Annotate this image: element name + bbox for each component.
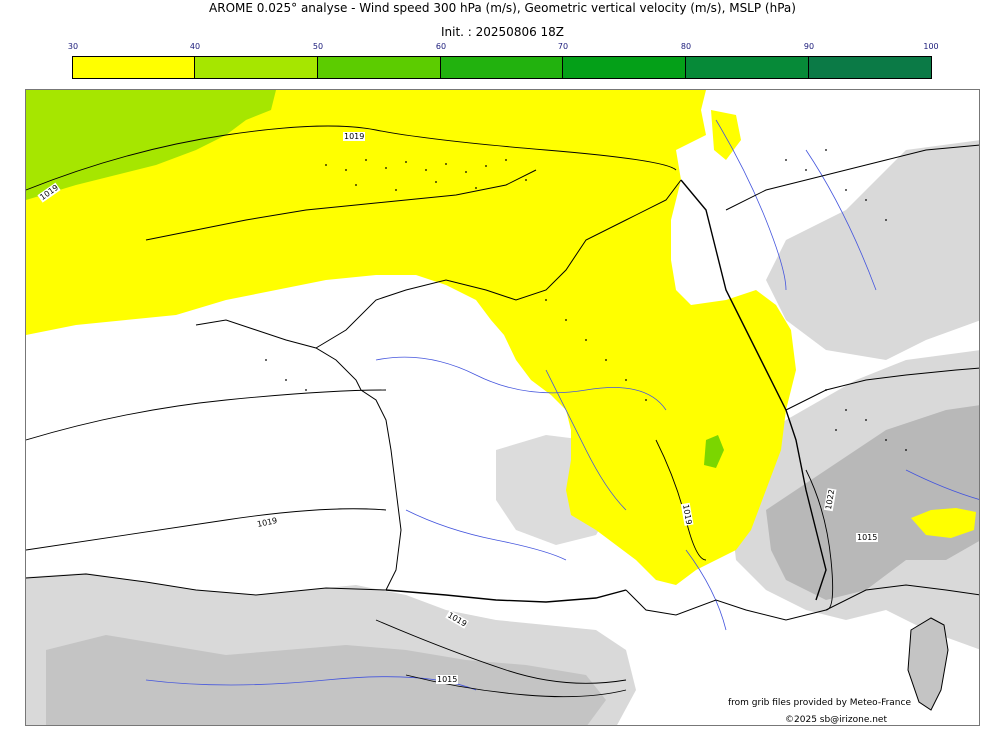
weather-map: 1019 1015 1019 1019 1019 1022 1015 1019 …	[25, 89, 980, 726]
wind-speed-shading	[26, 90, 976, 585]
chart-title: AROME 0.025° analyse - Wind speed 300 hP…	[209, 1, 796, 15]
colorbar-segment-70-80	[563, 56, 686, 79]
vertical-velocity-dots	[265, 149, 907, 451]
colorbar-tick: 100	[923, 42, 939, 51]
colorbar-segment-90-100	[809, 56, 932, 79]
data-source-credit: from grib files provided by Meteo-France	[727, 698, 911, 708]
colorbar-tick: 50	[312, 42, 324, 51]
colorbar-segment-60-70	[441, 56, 563, 79]
colorbar-tick: 70	[557, 42, 569, 51]
isobar-label: 1015	[436, 675, 459, 684]
map-canvas	[26, 90, 979, 725]
colorbar-segment-40-50	[195, 56, 318, 79]
colorbar-tick: 80	[680, 42, 692, 51]
colorbar-segment-30-40	[72, 56, 195, 79]
colorbar-tick: 90	[803, 42, 815, 51]
isobar-label: 1019	[343, 132, 366, 141]
colorbar-tick: 30	[67, 42, 79, 51]
chart-subtitle: Init. : 20250806 18Z	[440, 25, 565, 39]
coastlines-borders	[26, 144, 979, 711]
copyright-credit: ©2025 sb@irizone.net	[785, 715, 887, 725]
colorbar-segment-80-90	[686, 56, 809, 79]
colorbar-tick: 40	[189, 42, 201, 51]
isobar-label: 1015	[856, 533, 879, 542]
colorbar-tick: 60	[435, 42, 447, 51]
colorbar-segment-50-60	[318, 56, 441, 79]
